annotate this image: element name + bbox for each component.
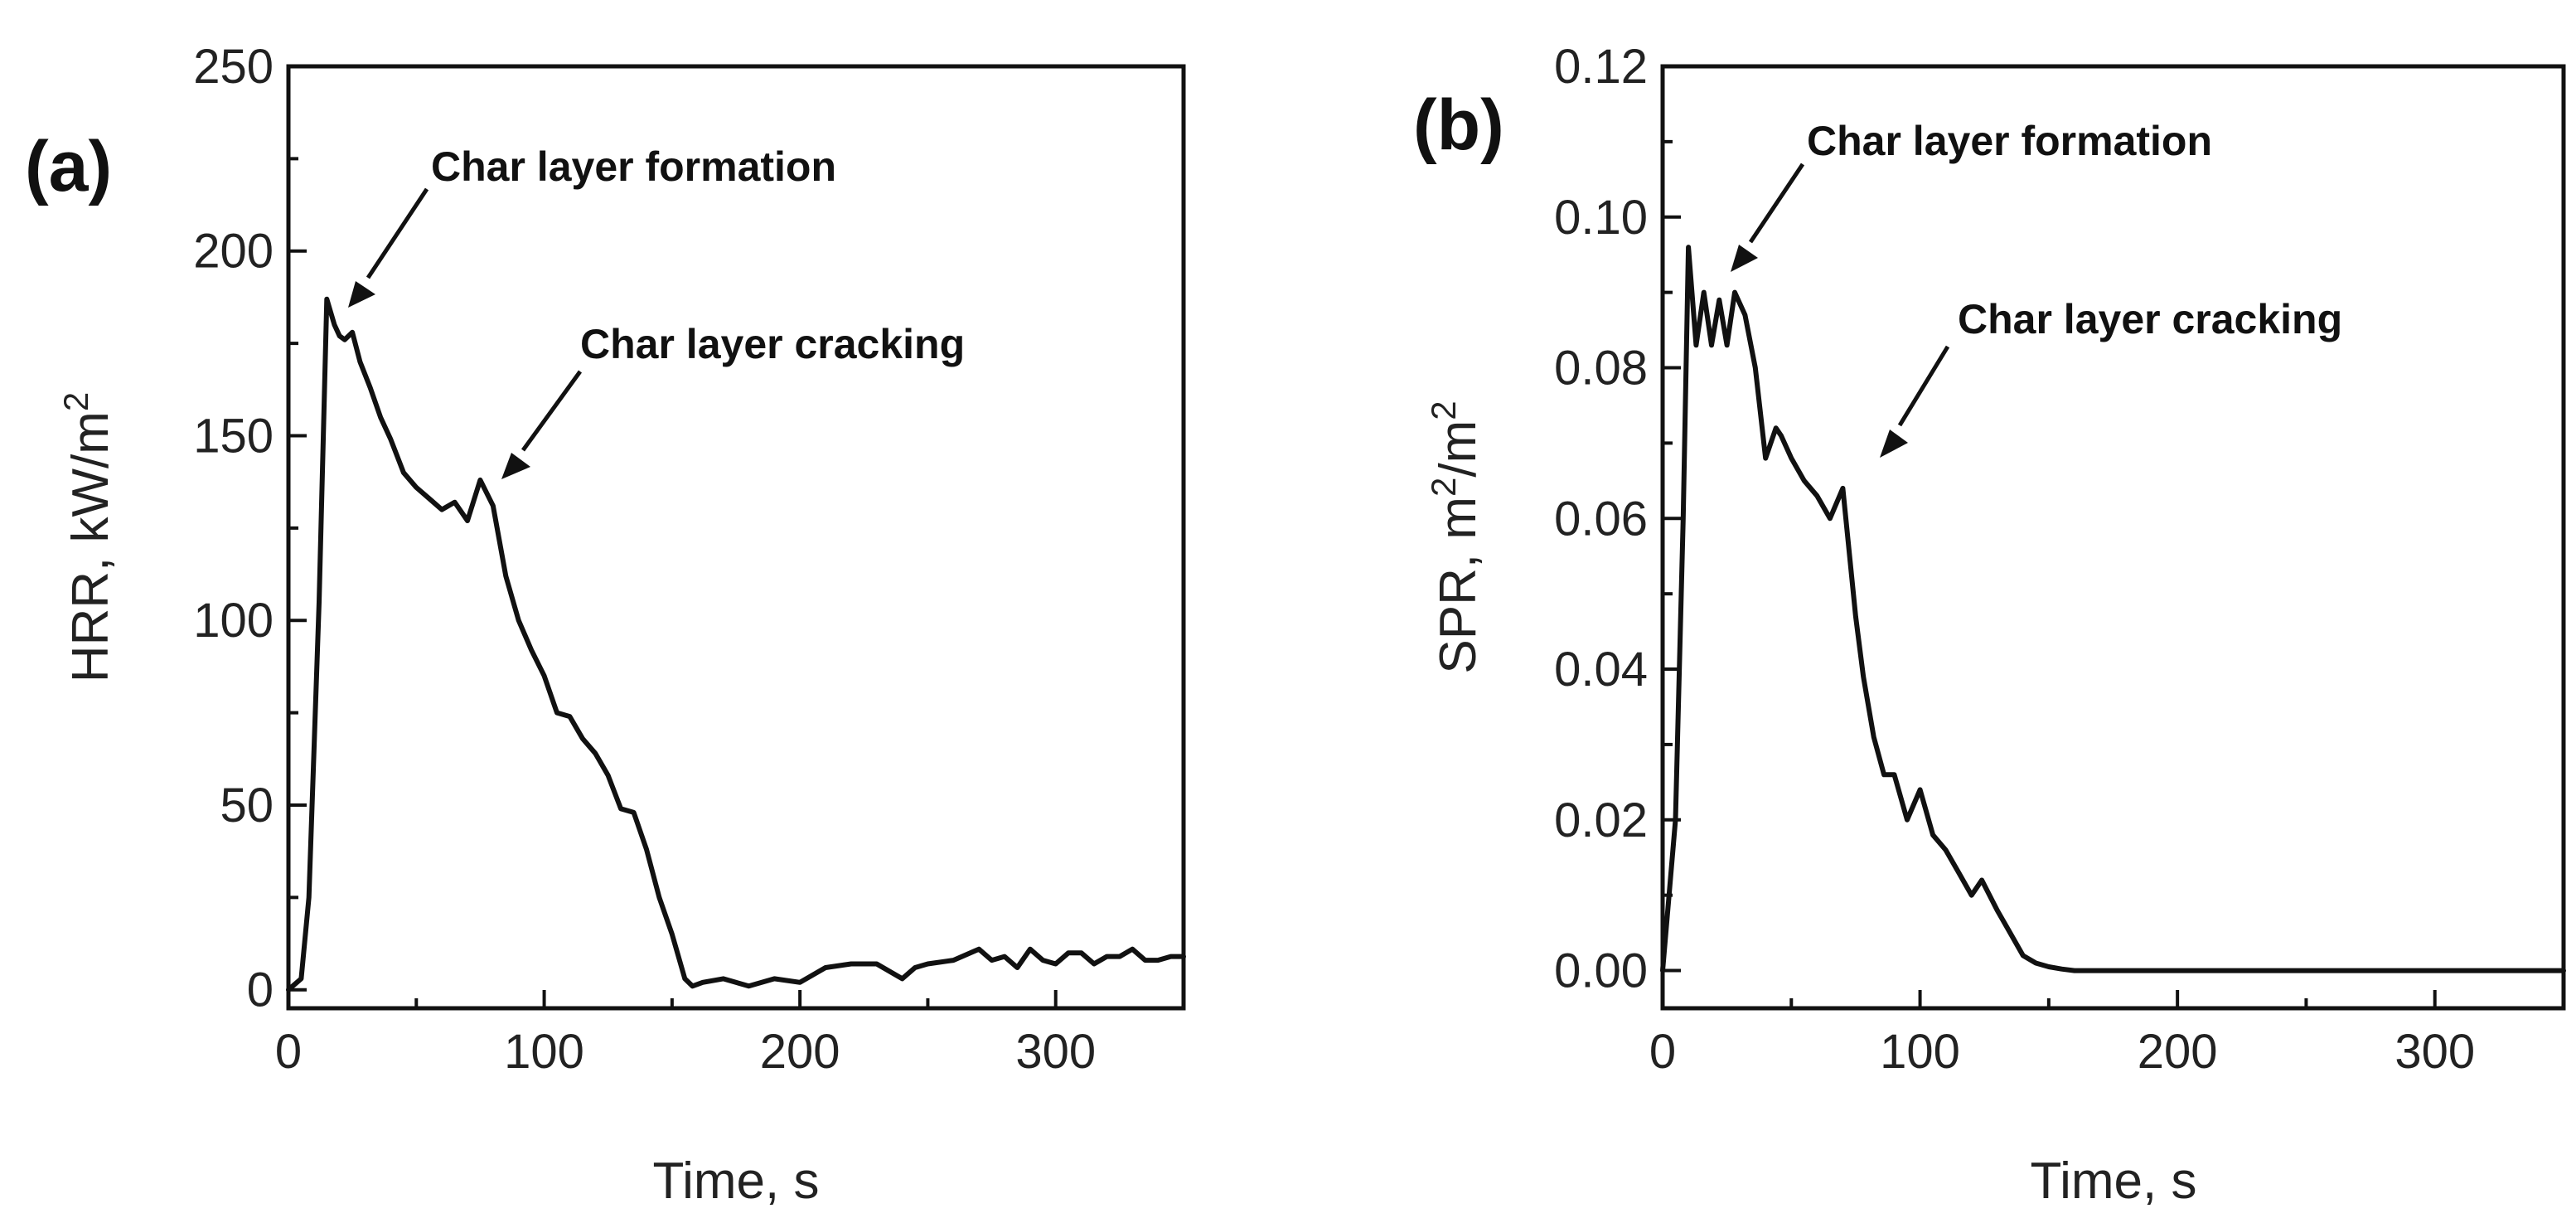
- panel-b-ticks: 0 100 200 300 0.00 0.02 0.04 0.06 0.08 0.10 0.12: [1554, 40, 2565, 1079]
- panel-b-annotation-char-formation: Char layer formation: [1807, 118, 2212, 164]
- panel-b-plot-frame: [1660, 64, 2566, 1011]
- panel-b-arrow-char-formation: [1748, 163, 1805, 244]
- panel-a-x-tick-label: 200: [760, 1025, 840, 1079]
- panel-b-arrow-char-cracking: [1897, 345, 1950, 427]
- panel-b-x-tick-label: 0: [1649, 1025, 1676, 1079]
- panel-b-label: (b): [1413, 85, 1504, 165]
- panel-b-y-tick-label: 0.12: [1554, 40, 1648, 94]
- panel-b-y-axis-title-mid: /m: [1430, 420, 1487, 478]
- panel-b-arrowhead-char-formation: [1731, 245, 1758, 272]
- panel-a-y-axis-title: HRR, kW/m2: [56, 392, 119, 683]
- panel-a-arrowhead-char-cracking: [501, 453, 530, 479]
- panel-a-series: [286, 296, 1186, 992]
- panel-a-x-tick-label: 300: [1015, 1025, 1096, 1079]
- panel-b-y-tick-label: 0.00: [1554, 944, 1648, 998]
- panel-a-annotation-char-formation: Char layer formation: [431, 143, 836, 190]
- panel-b-y-tick-label: 0.08: [1554, 342, 1648, 396]
- panel-a-ticks: 0 100 200 300 0 50 100 150 200 250: [193, 40, 1185, 1079]
- panel-b-y-axis-title-sup2: 2: [1424, 400, 1463, 420]
- panel-a-plot-frame: [286, 64, 1186, 1011]
- panel-a-y-tick-label: 0: [247, 963, 274, 1017]
- panel-b-annotation-char-cracking: Char layer cracking: [1958, 296, 2342, 342]
- panel-a-arrow-char-formation: [366, 187, 429, 279]
- panel-a-x-tick-label: 100: [504, 1025, 584, 1079]
- panel-b-x-tick-label: 300: [2394, 1025, 2475, 1079]
- panel-a-y-tick-label: 100: [193, 594, 274, 648]
- panel-b-series: [1660, 245, 2566, 973]
- panel-b-y-axis-title-sup1: 2: [1424, 478, 1463, 497]
- panel-b-x-tick-label: 100: [1880, 1025, 1960, 1079]
- panel-b-y-axis-title: SPR, m2/m2: [1424, 400, 1487, 673]
- panel-b-arrowhead-char-cracking: [1880, 430, 1908, 458]
- panel-b-x-axis-title: Time, s: [2031, 1153, 2197, 1210]
- panel-a-y-tick-label: 200: [193, 225, 274, 279]
- panel-b-y-tick-label: 0.04: [1554, 643, 1648, 696]
- panel-a-series-line-hrr: [286, 296, 1186, 992]
- panel-b-x-tick-label: 200: [2138, 1025, 2218, 1079]
- panel-b-y-tick-label: 0.10: [1554, 191, 1648, 245]
- panel-b-y-axis-title-pre: SPR, m: [1430, 497, 1487, 674]
- panel-a-y-tick-label: 250: [193, 40, 274, 94]
- panel-a-label: (a): [25, 127, 112, 206]
- panel-a-y-tick-label: 50: [220, 779, 274, 832]
- panel-a-x-axis-title: Time, s: [653, 1153, 820, 1210]
- panel-a-arrow-char-cracking: [521, 370, 583, 452]
- panel-a-arrowhead-char-formation: [348, 281, 375, 308]
- panel-a-annotation-char-cracking: Char layer cracking: [580, 321, 965, 367]
- panel-b-y-tick-label: 0.06: [1554, 492, 1648, 546]
- panel-b-series-line-spr: [1660, 245, 2566, 973]
- panel-a-y-tick-label: 150: [193, 409, 274, 463]
- panel-a-y-axis-title-main: HRR, kW/m: [62, 411, 119, 682]
- panel-a-y-axis-title-sup: 2: [56, 392, 95, 411]
- panel-b-y-tick-label: 0.02: [1554, 793, 1648, 847]
- panel-a-x-tick-label: 0: [275, 1025, 302, 1079]
- panel-b-spr-chart: 0 100 200 300 0.00 0.02 0.04 0.06 0.08 0.10 0.12 (…: [1413, 40, 2566, 1210]
- panel-a-hrr-chart: 0 100 200 300 0 50 100 150 200 250 (a) Time, s HR…: [25, 40, 1186, 1210]
